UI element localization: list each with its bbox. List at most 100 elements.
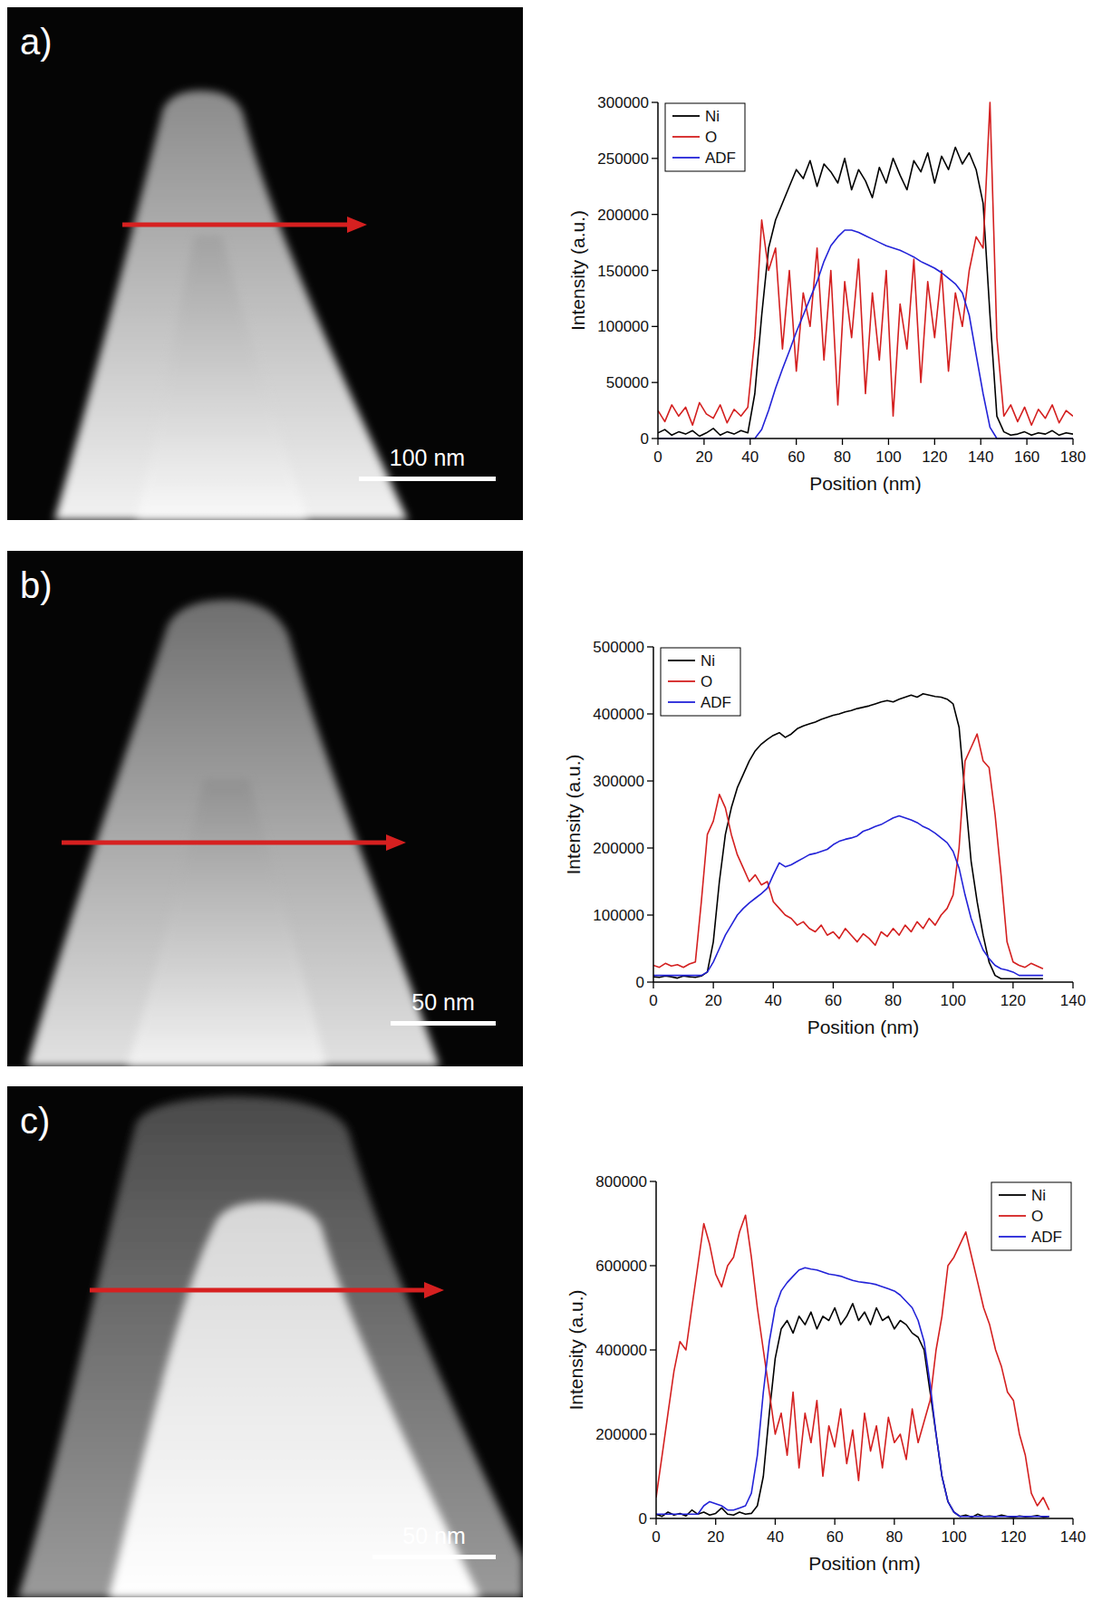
- specimen-tip: [108, 1202, 481, 1598]
- chart: 0204060801001201400200000400000600000800…: [565, 1173, 1086, 1575]
- x-tick-label: 160: [1014, 448, 1040, 466]
- x-axis: [657, 437, 1073, 440]
- y-tick: [651, 382, 658, 384]
- panel-label: a): [19, 21, 53, 62]
- y-tick-label: 500000: [592, 638, 645, 657]
- x-tick-label: 20: [706, 1528, 725, 1547]
- x-tick: [1013, 1518, 1015, 1526]
- legend-swatch: [998, 1215, 1026, 1218]
- y-tick-label: 300000: [597, 94, 649, 112]
- x-tick: [1072, 438, 1073, 445]
- y-tick-label: 0: [640, 430, 649, 448]
- y-tick: [651, 213, 658, 215]
- legend-swatch: [998, 1194, 1026, 1197]
- x-tick: [795, 438, 797, 445]
- y-tick: [647, 981, 654, 983]
- y-tick-label: 0: [636, 974, 645, 992]
- x-tick-label: 60: [826, 1528, 844, 1547]
- scan-arrow-head: [386, 834, 406, 851]
- x-axis-title: Position (nm): [807, 1016, 920, 1038]
- legend-box: [660, 647, 741, 716]
- y-tick-label: 50000: [606, 374, 649, 392]
- legend-label: Ni: [705, 107, 720, 126]
- scan-arrow: [122, 222, 351, 228]
- image-background: [7, 551, 523, 1067]
- specimen-tip: [27, 599, 440, 1067]
- x-tick: [953, 1518, 955, 1526]
- legend-box: [665, 103, 745, 172]
- y-tick-label: 200000: [595, 1426, 648, 1444]
- x-tick-label: 120: [1000, 1528, 1026, 1547]
- panel-label: c): [19, 1101, 50, 1141]
- x-tick-label: 0: [651, 1528, 660, 1547]
- x-tick: [657, 438, 658, 445]
- y-tick-label: 600000: [595, 1257, 648, 1276]
- scan-arrow: [89, 1288, 428, 1294]
- x-tick: [703, 438, 705, 445]
- series-line: [656, 1215, 1050, 1511]
- legend-swatch: [672, 135, 700, 138]
- stem-image: [7, 7, 523, 521]
- x-tick: [832, 982, 834, 989]
- specimen-tip: [54, 90, 408, 521]
- scan-arrow-head: [347, 216, 368, 233]
- x-tick-label: 20: [705, 992, 723, 1010]
- legend-label: ADF: [700, 694, 732, 712]
- y-tick: [647, 914, 654, 916]
- x-tick: [888, 438, 890, 445]
- specimen-tip: [18, 1096, 523, 1598]
- x-tick: [1072, 982, 1073, 989]
- series-line: [657, 102, 1073, 426]
- x-axis-title: Position (nm): [809, 473, 922, 494]
- legend-swatch: [667, 680, 696, 683]
- legend-swatch: [667, 659, 696, 662]
- series-group: [657, 102, 1073, 439]
- legend-label: O: [1031, 1208, 1044, 1226]
- x-tick-label: 100: [940, 992, 967, 1010]
- legend-label: ADF: [705, 149, 736, 167]
- x-tick-label: 60: [824, 992, 842, 1010]
- x-tick: [1025, 438, 1027, 445]
- series-line: [656, 1267, 1050, 1517]
- legend-swatch: [667, 701, 696, 704]
- x-tick: [773, 982, 774, 989]
- y-tick-label: 400000: [592, 705, 645, 724]
- x-tick: [980, 438, 982, 445]
- x-tick: [952, 982, 954, 989]
- legend-label: Ni: [700, 652, 716, 670]
- x-tick-label: 40: [766, 1528, 784, 1547]
- figure: a)100 nm02040608010012014016018005000010…: [0, 0, 1102, 1600]
- y-tick: [649, 1265, 657, 1267]
- y-tick-label: 150000: [597, 262, 649, 281]
- x-axis-title: Position (nm): [808, 1553, 921, 1575]
- x-tick-label: 0: [648, 992, 658, 1010]
- x-tick: [1072, 1518, 1073, 1526]
- legend-label: ADF: [1031, 1228, 1063, 1247]
- chart: 0204060801001201400100000200000300000400…: [562, 638, 1086, 1038]
- x-tick: [652, 982, 654, 989]
- y-tick-label: 250000: [597, 150, 649, 168]
- x-tick-label: 140: [1060, 1528, 1086, 1547]
- legend-swatch: [998, 1236, 1026, 1238]
- scale-bar-label: 100 nm: [389, 444, 465, 471]
- y-axis-title: Intensity (a.u.): [562, 754, 584, 875]
- legend-label: O: [700, 673, 713, 691]
- y-tick: [651, 101, 658, 103]
- x-tick-label: 120: [1000, 992, 1026, 1010]
- x-tick: [712, 982, 714, 989]
- y-tick: [651, 437, 658, 439]
- x-tick-label: 40: [764, 992, 783, 1010]
- y-tick-label: 100000: [597, 318, 649, 336]
- y-tick: [651, 326, 658, 328]
- image-background: [7, 7, 523, 521]
- x-tick-label: 140: [967, 448, 994, 466]
- x-tick: [841, 438, 843, 445]
- legend: Ni O ADF: [660, 647, 741, 716]
- panel-label: b): [19, 565, 53, 606]
- series-line: [653, 816, 1044, 977]
- x-tick-label: 80: [833, 448, 851, 466]
- image-background: [7, 1086, 523, 1598]
- x-tick-label: 0: [653, 448, 662, 466]
- x-tick-label: 100: [875, 448, 901, 466]
- x-tick: [655, 1518, 657, 1526]
